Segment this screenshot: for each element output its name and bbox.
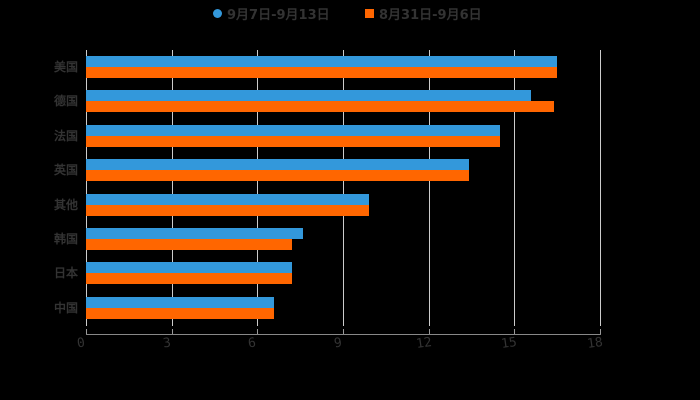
bar-series-1[interactable] xyxy=(86,228,303,239)
bar-series-2[interactable] xyxy=(86,273,292,285)
axis-tick xyxy=(514,329,515,335)
bar-series-2[interactable] xyxy=(86,67,557,78)
bar-series-1[interactable] xyxy=(86,262,292,274)
gridline xyxy=(429,50,430,326)
bar-series-2[interactable] xyxy=(86,204,369,216)
legend-label: 8月31日-9月6日 xyxy=(379,8,482,23)
gridline xyxy=(343,50,344,326)
y-category-label: 日本 xyxy=(53,266,78,281)
bar-series-1[interactable] xyxy=(86,124,500,136)
gridline xyxy=(600,50,601,326)
y-category-label: 法国 xyxy=(53,128,78,143)
x-tick-label: 18 xyxy=(586,334,604,353)
x-tick-label: 15 xyxy=(500,334,518,353)
y-category-label: 韩国 xyxy=(53,232,78,246)
axis-tick xyxy=(86,329,87,335)
y-category-label: 中国 xyxy=(53,300,78,315)
legend-square-icon xyxy=(365,9,374,18)
x-axis-line xyxy=(86,334,601,335)
legend-item-series-2[interactable]: 8月31日-9月6日 xyxy=(365,4,482,23)
bar-series-1[interactable] xyxy=(86,296,274,308)
bar-series-2[interactable] xyxy=(86,239,292,250)
legend-circle-icon xyxy=(213,9,222,18)
legend-label: 9月7日-9月13日 xyxy=(227,8,330,23)
bar-series-2[interactable] xyxy=(86,170,469,182)
axis-tick xyxy=(343,329,344,335)
bar-series-2[interactable] xyxy=(86,101,554,113)
gridline xyxy=(257,50,258,326)
bar-series-2[interactable] xyxy=(86,135,500,147)
gridline xyxy=(514,50,515,326)
axis-tick xyxy=(600,329,601,335)
y-category-label: 其他 xyxy=(53,197,78,212)
bar-series-2[interactable] xyxy=(86,307,274,319)
y-category-label: 美国 xyxy=(53,60,78,74)
bar-series-1[interactable] xyxy=(86,56,557,67)
axis-tick xyxy=(172,329,173,335)
x-tick-label: 6 xyxy=(247,335,257,352)
gridline xyxy=(86,50,87,326)
bar-series-1[interactable] xyxy=(86,90,531,102)
y-category-label: 英国 xyxy=(53,163,78,178)
chart-legend: 9月7日-9月13日 8月31日-9月6日 xyxy=(0,4,700,23)
x-tick-label: 3 xyxy=(162,335,172,352)
legend-item-series-1[interactable]: 9月7日-9月13日 xyxy=(213,4,330,23)
gridline xyxy=(172,50,173,326)
y-category-label: 德国 xyxy=(53,94,78,109)
bar-series-1[interactable] xyxy=(86,193,369,205)
axis-tick xyxy=(257,329,258,335)
x-tick-label: 9 xyxy=(333,335,343,352)
axis-tick xyxy=(429,329,430,335)
x-tick-label: 0 xyxy=(76,335,86,352)
x-tick-label: 12 xyxy=(415,334,433,353)
bar-series-1[interactable] xyxy=(86,159,469,171)
